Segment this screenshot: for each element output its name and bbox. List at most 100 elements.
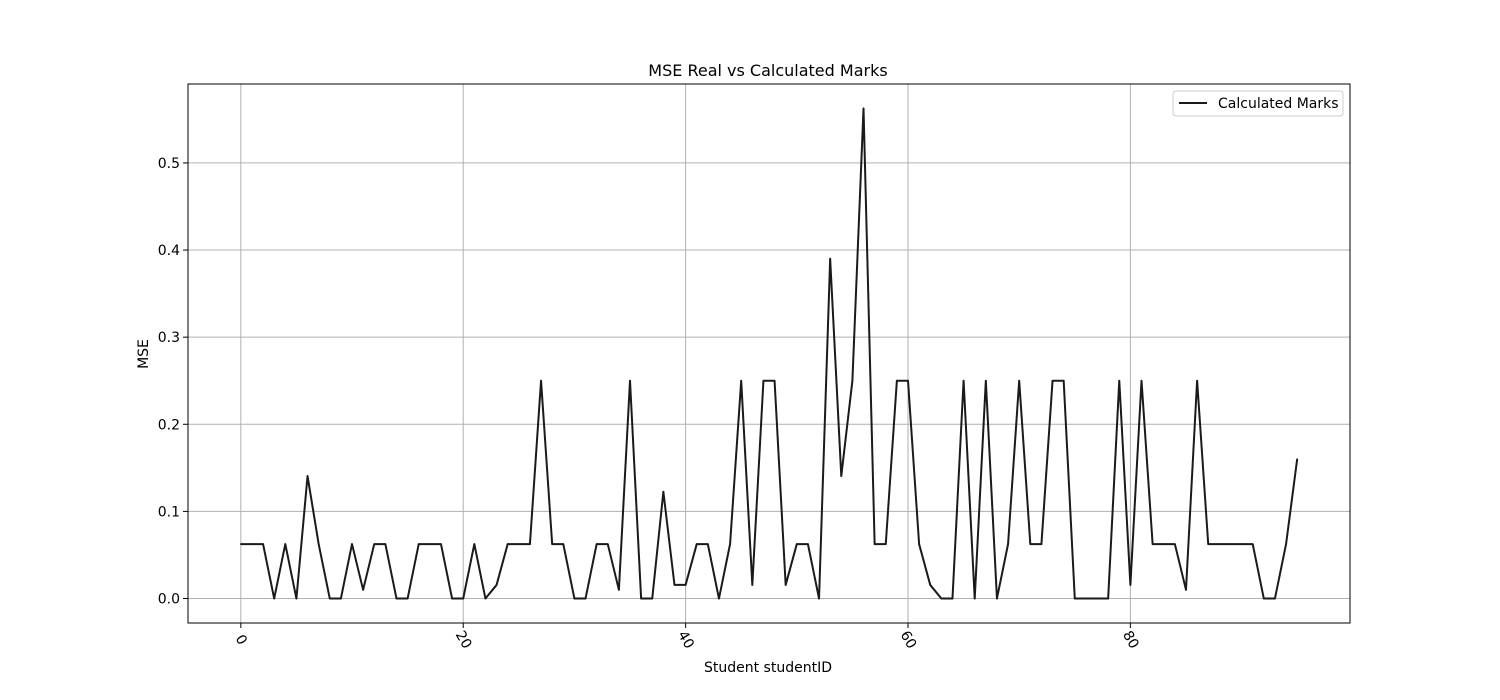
data-point xyxy=(273,597,275,600)
plot-frame xyxy=(187,83,1351,624)
data-point xyxy=(718,597,720,600)
grid xyxy=(188,84,1350,623)
y-tick-label: 0.0 xyxy=(158,592,180,608)
data-point xyxy=(884,543,887,545)
data-point xyxy=(840,475,843,477)
data-point xyxy=(340,597,342,600)
x-tick-label: 80 xyxy=(1119,628,1142,651)
data-point xyxy=(240,543,242,545)
data-point xyxy=(762,379,765,382)
data-point xyxy=(773,379,776,382)
data-point xyxy=(406,597,409,600)
data-point xyxy=(1007,543,1009,545)
data-point xyxy=(351,543,353,545)
data-point xyxy=(907,379,909,382)
data-point xyxy=(1229,543,1232,545)
legend-box xyxy=(1172,90,1344,117)
data-point xyxy=(918,543,920,545)
data-point xyxy=(862,107,865,110)
data-point xyxy=(851,379,854,382)
data-point xyxy=(940,597,943,600)
data-point xyxy=(573,597,576,600)
data-point xyxy=(495,584,498,586)
data-point xyxy=(1062,379,1065,382)
data-point xyxy=(1118,379,1121,382)
legend-label: Calculated Marks xyxy=(1218,96,1339,112)
data-point xyxy=(1251,543,1254,545)
data-point xyxy=(973,597,976,600)
data-point xyxy=(473,543,476,545)
data-point xyxy=(1018,379,1020,382)
data-point xyxy=(317,543,320,545)
x-tick-label: 60 xyxy=(897,628,920,651)
data-point xyxy=(951,597,954,600)
data-point xyxy=(1107,597,1109,600)
x-axis-label: Student studentID xyxy=(704,660,832,676)
data-point xyxy=(295,597,298,600)
data-point xyxy=(695,543,698,545)
data-point xyxy=(896,379,898,382)
data-point xyxy=(1185,589,1187,591)
data-point xyxy=(1174,543,1176,545)
data-point xyxy=(1051,379,1054,382)
data-point xyxy=(540,379,542,382)
data-point xyxy=(818,597,820,600)
data-point xyxy=(306,475,309,477)
data-point xyxy=(1196,379,1198,382)
data-point xyxy=(873,543,876,545)
data-point xyxy=(929,584,932,586)
data-point xyxy=(684,584,687,586)
data-point xyxy=(1162,543,1165,545)
data-point xyxy=(518,543,520,545)
data-point xyxy=(1085,597,1087,600)
data-point xyxy=(251,543,253,545)
data-point xyxy=(1129,584,1132,586)
data-point xyxy=(796,543,798,545)
data-point xyxy=(562,543,565,545)
data-point xyxy=(1140,379,1143,382)
series-line xyxy=(240,107,1299,600)
data-point xyxy=(362,589,364,591)
data-point xyxy=(751,584,754,586)
data-point xyxy=(440,543,442,545)
data-point xyxy=(395,597,398,600)
data-point xyxy=(1151,543,1154,545)
data-point xyxy=(1029,543,1032,545)
data-point xyxy=(729,543,731,545)
chart-title: MSE Real vs Calculated Marks xyxy=(648,61,887,80)
data-point xyxy=(451,597,453,600)
data-point xyxy=(506,543,509,545)
y-axis: 0.0 0.1 0.2 0.3 0.4 0.5 xyxy=(158,156,188,608)
data-point xyxy=(606,543,609,545)
y-tick-label: 0.2 xyxy=(158,417,180,433)
data-point xyxy=(529,543,531,545)
data-point xyxy=(618,589,620,591)
data-point xyxy=(429,543,431,545)
data-point xyxy=(595,543,598,545)
data-point xyxy=(328,597,331,600)
data-point xyxy=(962,379,965,382)
data-point xyxy=(384,543,387,545)
data-point xyxy=(640,597,642,600)
data-point xyxy=(1296,458,1298,460)
y-axis-label: MSE xyxy=(136,339,152,369)
data-point xyxy=(985,379,987,382)
data-point xyxy=(996,597,998,600)
series-layer xyxy=(240,107,1299,600)
x-tick-label: 20 xyxy=(452,628,475,651)
data-point xyxy=(484,597,487,600)
data-point xyxy=(584,597,587,600)
data-point xyxy=(662,491,665,493)
data-point xyxy=(462,597,465,600)
data-point xyxy=(651,597,654,600)
data-point xyxy=(417,543,420,545)
data-point xyxy=(284,543,287,545)
data-point xyxy=(1263,597,1265,600)
x-tick-label: 40 xyxy=(674,628,697,651)
data-point xyxy=(784,584,787,586)
data-point xyxy=(807,543,809,545)
y-tick-label: 0.4 xyxy=(158,243,180,259)
data-point xyxy=(1073,597,1076,600)
